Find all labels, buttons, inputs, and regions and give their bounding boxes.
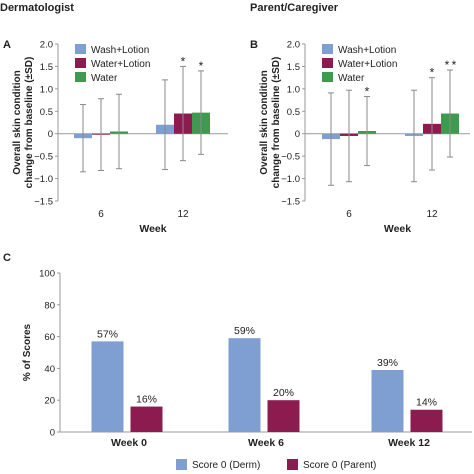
x-axis-label: Week: [384, 223, 411, 235]
y-tick-label: 80: [44, 300, 55, 311]
bar: [371, 369, 404, 432]
legend-label: Water+Lotion: [91, 59, 150, 70]
x-tick-label: 6: [98, 209, 104, 220]
y-tick-label: 2.0: [40, 40, 53, 51]
legend-label: Water: [91, 73, 118, 84]
legend-swatch: [75, 58, 86, 68]
x-tick-label: Week 0: [111, 437, 147, 449]
data-label: 14%: [416, 397, 437, 409]
significance-marker: *: [430, 66, 435, 80]
data-label: 20%: [273, 387, 294, 399]
y-tick-label: 40: [44, 364, 55, 375]
y-tick-label: −1.0: [281, 174, 300, 185]
legend-swatch: [75, 72, 86, 82]
x-tick-label: Week 12: [388, 437, 430, 449]
legend-swatch: [287, 459, 298, 470]
legend-swatch: [322, 58, 333, 68]
y-tick-label: 1.0: [287, 84, 300, 95]
y-axis-label: % of Scores: [22, 323, 33, 381]
y-tick-label: −1.5: [34, 197, 53, 208]
bar: [91, 341, 124, 432]
x-tick-label: 6: [346, 209, 352, 220]
dermatologist-header: Dermatologist: [0, 2, 74, 14]
legend-label: Score 0 (Parent): [303, 460, 376, 471]
data-label: 57%: [97, 328, 118, 340]
y-tick-label: 0.5: [40, 107, 53, 118]
y-tick-label: 1.0: [40, 84, 53, 95]
y-tick-label: 0: [48, 129, 53, 140]
y-axis-label: Overall skin condition: [12, 70, 23, 174]
legend-swatch: [322, 44, 333, 54]
y-axis-label: change from baseline (±SD): [271, 57, 282, 189]
significance-marker: *: [199, 59, 204, 73]
significance-marker: *: [365, 84, 370, 98]
bar: [410, 409, 443, 432]
y-tick-label: 1.5: [40, 62, 53, 73]
y-tick-label: 1.5: [287, 62, 300, 73]
data-label: 59%: [234, 325, 255, 337]
y-tick-label: 0: [50, 428, 55, 439]
legend-label: Water: [338, 73, 365, 84]
legend-label: Wash+Lotion: [338, 45, 396, 56]
significance-marker: *: [181, 54, 186, 68]
significance-marker: *: [452, 58, 457, 72]
data-label: 16%: [136, 394, 157, 406]
legend-swatch: [75, 44, 86, 54]
legend-swatch: [322, 72, 333, 82]
x-axis-label: Week: [139, 223, 166, 235]
y-tick-label: 100: [39, 269, 55, 280]
bar: [228, 338, 261, 432]
legend-swatch: [176, 459, 187, 470]
y-tick-label: 0.5: [287, 107, 300, 118]
y-tick-label: 20: [44, 396, 55, 407]
legend-label: Water+Lotion: [338, 59, 397, 70]
x-tick-label: 12: [177, 209, 189, 220]
bar: [267, 400, 300, 432]
data-label: 39%: [377, 357, 398, 369]
y-tick-label: 2.0: [287, 40, 300, 51]
bar: [130, 406, 163, 432]
panel-letter: B: [250, 39, 258, 51]
significance-marker: *: [445, 58, 450, 72]
y-axis-label: change from baseline (±SD): [24, 57, 35, 189]
x-tick-label: Week 6: [248, 437, 284, 449]
y-tick-label: −0.5: [281, 152, 300, 163]
legend-label: Wash+Lotion: [91, 45, 149, 56]
panel-letter: A: [3, 39, 11, 51]
y-tick-label: −1.5: [281, 197, 300, 208]
y-tick-label: 0: [295, 129, 300, 140]
y-tick-label: −0.5: [34, 152, 53, 163]
x-tick-label: 12: [426, 209, 438, 220]
parent-caregiver-header: Parent/Caregiver: [250, 2, 339, 14]
panel-letter: C: [3, 252, 11, 264]
y-axis-label: Overall skin condition: [259, 70, 270, 174]
y-tick-label: −1.0: [34, 174, 53, 185]
y-tick-label: 60: [44, 332, 55, 343]
legend-label: Score 0 (Derm): [192, 460, 260, 471]
